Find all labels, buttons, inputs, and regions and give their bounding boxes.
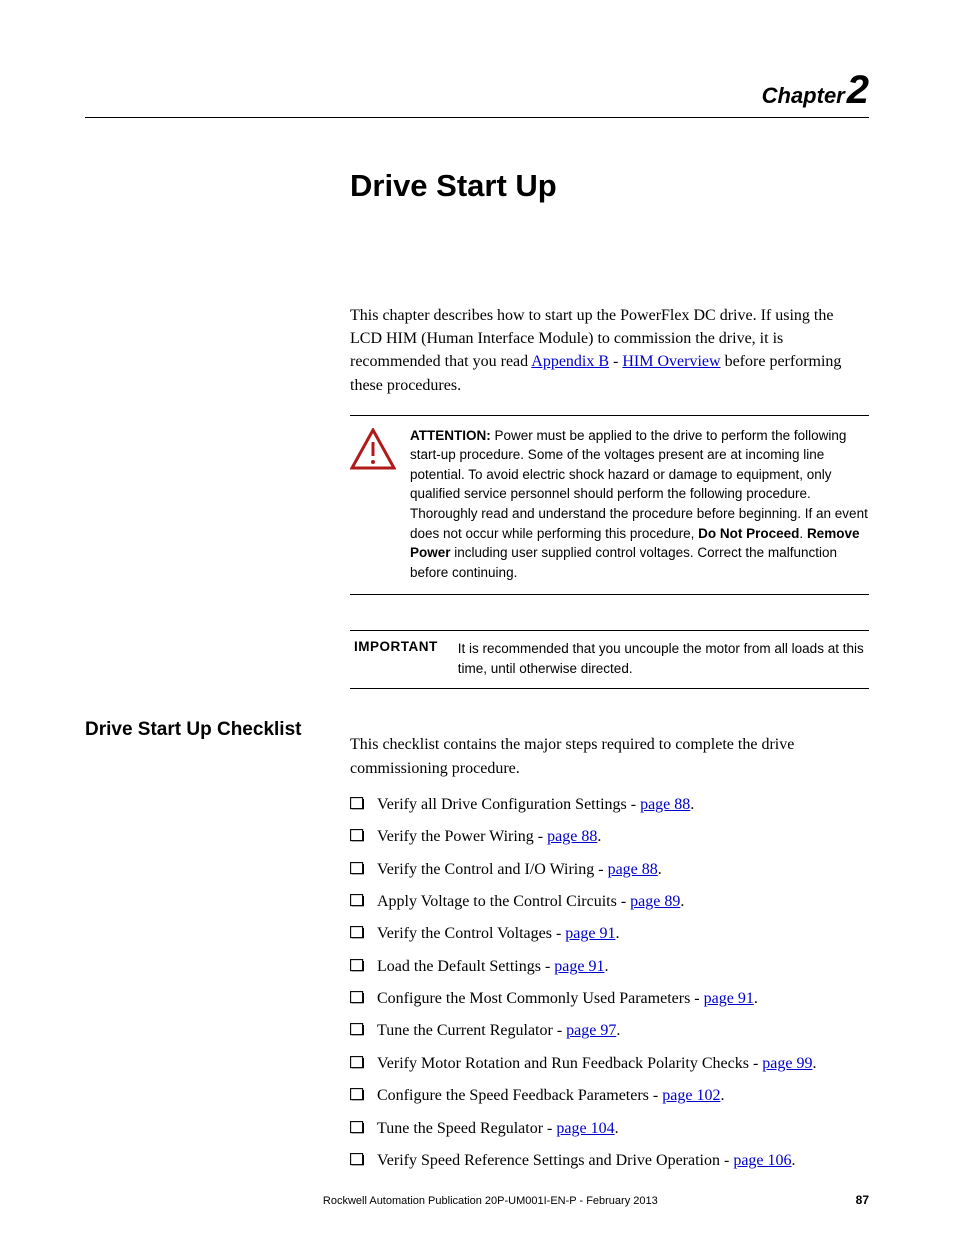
page-link[interactable]: page 106 <box>733 1152 791 1169</box>
header-rule <box>85 117 869 118</box>
checklist-item-text: Configure the Most Commonly Used Paramet… <box>377 988 758 1010</box>
him-overview-link[interactable]: HIM Overview <box>622 353 720 370</box>
checklist-item: Verify Speed Reference Settings and Driv… <box>350 1150 869 1172</box>
checklist-item-text: Apply Voltage to the Control Circuits - … <box>377 891 684 913</box>
checkbox-icon <box>350 959 365 973</box>
page-link[interactable]: page 102 <box>662 1087 720 1104</box>
content-column: This chapter describes how to start up t… <box>350 304 869 689</box>
checklist-item: Tune the Current Regulator - page 97. <box>350 1020 869 1042</box>
checkbox-icon <box>350 1153 365 1167</box>
attention-text: ATTENTION: Power must be applied to the … <box>410 426 869 583</box>
page-link[interactable]: page 88 <box>640 796 690 813</box>
chapter-number: 2 <box>847 68 869 112</box>
checkbox-icon <box>350 1088 365 1102</box>
attention-callout: ATTENTION: Power must be applied to the … <box>350 415 869 596</box>
page-link[interactable]: page 88 <box>547 828 597 845</box>
checklist-item: Verify the Control Voltages - page 91. <box>350 923 869 945</box>
appendix-b-link[interactable]: Appendix B <box>531 353 609 370</box>
important-text: It is recommended that you uncouple the … <box>458 639 869 678</box>
page-link[interactable]: page 91 <box>565 925 615 942</box>
page-link[interactable]: page 104 <box>556 1120 614 1137</box>
chapter-word: Chapter <box>762 83 845 108</box>
checklist-section: Drive Start Up Checklist This checklist … <box>85 717 869 1182</box>
checklist-item-text: Verify the Control Voltages - page 91. <box>377 923 619 945</box>
page-link[interactable]: page 91 <box>554 958 604 975</box>
attention-label: ATTENTION: <box>410 428 491 443</box>
chapter-header: Chapter2 <box>85 68 869 113</box>
checklist-item-text: Tune the Current Regulator - page 97. <box>377 1020 620 1042</box>
footer-publication: Rockwell Automation Publication 20P-UM00… <box>125 1195 856 1207</box>
attention-mid: . <box>799 526 807 541</box>
attention-bold-1: Do Not Proceed <box>698 526 799 541</box>
checkbox-icon <box>350 991 365 1005</box>
checklist-item-text: Tune the Speed Regulator - page 104. <box>377 1118 619 1140</box>
page-link[interactable]: page 91 <box>704 990 754 1007</box>
checkbox-icon <box>350 797 365 811</box>
attention-body-2: including user supplied control voltages… <box>410 545 837 580</box>
checklist-item: Verify all Drive Configuration Settings … <box>350 794 869 816</box>
checkbox-icon <box>350 926 365 940</box>
page-link[interactable]: page 97 <box>566 1022 616 1039</box>
checklist-item-text: Verify the Power Wiring - page 88. <box>377 826 601 848</box>
checkbox-icon <box>350 894 365 908</box>
checklist-item-text: Load the Default Settings - page 91. <box>377 956 609 978</box>
important-label: IMPORTANT <box>350 639 438 654</box>
checklist-item-text: Verify the Control and I/O Wiring - page… <box>377 859 662 881</box>
checklist-intro: This checklist contains the major steps … <box>350 733 869 779</box>
checklist-item: Configure the Most Commonly Used Paramet… <box>350 988 869 1010</box>
checkbox-icon <box>350 829 365 843</box>
checklist-body: This checklist contains the major steps … <box>350 717 869 1182</box>
checklist-item: Load the Default Settings - page 91. <box>350 956 869 978</box>
checkbox-icon <box>350 862 365 876</box>
checklist-item: Verify the Power Wiring - page 88. <box>350 826 869 848</box>
checklist-item: Apply Voltage to the Control Circuits - … <box>350 891 869 913</box>
checklist-item: Configure the Speed Feedback Parameters … <box>350 1085 869 1107</box>
checklist-item-text: Verify Motor Rotation and Run Feedback P… <box>377 1053 816 1075</box>
footer-page-number: 87 <box>856 1193 869 1207</box>
checkbox-icon <box>350 1121 365 1135</box>
important-callout: IMPORTANT It is recommended that you unc… <box>350 630 869 689</box>
checklist-heading: Drive Start Up Checklist <box>85 717 350 741</box>
checklist-item-text: Verify all Drive Configuration Settings … <box>377 794 694 816</box>
page-link[interactable]: page 88 <box>608 861 658 878</box>
checklist-item: Tune the Speed Regulator - page 104. <box>350 1118 869 1140</box>
page-link[interactable]: page 99 <box>762 1055 812 1072</box>
checklist-item: Verify Motor Rotation and Run Feedback P… <box>350 1053 869 1075</box>
checklist-item-text: Verify Speed Reference Settings and Driv… <box>377 1150 796 1172</box>
checklist: Verify all Drive Configuration Settings … <box>350 794 869 1173</box>
checkbox-icon <box>350 1023 365 1037</box>
checklist-item-text: Configure the Speed Feedback Parameters … <box>377 1085 724 1107</box>
attention-body-1: Power must be applied to the drive to pe… <box>410 428 868 541</box>
intro-text-mid: - <box>609 353 622 370</box>
page-link[interactable]: page 89 <box>630 893 680 910</box>
page: Chapter2 Drive Start Up This chapter des… <box>0 0 954 1235</box>
checkbox-icon <box>350 1056 365 1070</box>
warning-icon <box>350 428 396 470</box>
page-footer: Rockwell Automation Publication 20P-UM00… <box>85 1193 869 1207</box>
page-title: Drive Start Up <box>350 168 869 204</box>
intro-paragraph: This chapter describes how to start up t… <box>350 304 869 397</box>
checklist-item: Verify the Control and I/O Wiring - page… <box>350 859 869 881</box>
